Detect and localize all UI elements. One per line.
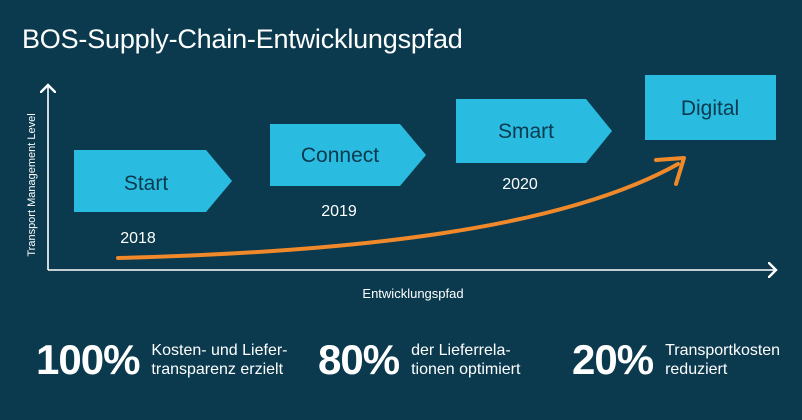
stage-start-shape <box>74 150 232 212</box>
stage-smart: Smart 2020 <box>456 99 612 193</box>
stage-digital-label: Digital <box>681 97 739 120</box>
stage-smart-shape <box>456 99 612 163</box>
stat-costs-line1: Transportkosten <box>665 342 781 359</box>
stage-smart-year: 2020 <box>502 176 538 193</box>
stat-transparency-value: 100% <box>36 336 140 383</box>
stage-start: Start 2018 <box>74 150 232 247</box>
stage-start-year: 2018 <box>120 230 156 247</box>
stat-transparency: 100% Kosten- und Liefer- transparenz erz… <box>36 336 288 384</box>
stat-costs-text: Transportkosten reduziert <box>665 341 780 379</box>
development-path-diagram: Transport Management Level Entwicklungsp… <box>26 75 802 301</box>
stat-delivery-value: 80% <box>318 336 400 383</box>
stats-row: 100% Kosten- und Liefer- transparenz erz… <box>0 336 802 396</box>
stage-start-label: Start <box>124 172 169 195</box>
stat-delivery-text: der Lieferrela- tionen optimiert <box>411 341 520 379</box>
stage-digital-shape <box>645 75 776 140</box>
growth-arrow-head <box>654 156 686 186</box>
stage-connect-shape <box>270 124 426 186</box>
stat-transparency-text: Kosten- und Liefer- transparenz erzielt <box>151 341 287 379</box>
stat-delivery-line2: tionen optimiert <box>411 361 521 378</box>
stage-digital: Digital <box>645 75 776 140</box>
y-axis-label: Transport Management Level <box>26 113 38 256</box>
stat-delivery-line1: der Lieferrela- <box>411 342 511 359</box>
stage-smart-label: Smart <box>498 120 554 143</box>
stage-connect: Connect 2019 <box>270 124 426 220</box>
stat-costs-value: 20% <box>572 336 654 383</box>
stat-costs-line2: reduziert <box>665 361 728 378</box>
page-title: BOS-Supply-Chain-Entwicklungspfad <box>22 24 463 54</box>
stat-delivery: 80% der Lieferrela- tionen optimiert <box>318 336 520 384</box>
x-axis-label: Entwicklungspfad <box>362 286 463 301</box>
stat-transparency-line2: transparenz erzielt <box>151 361 284 378</box>
growth-arrow <box>116 162 680 260</box>
stat-transparency-line1: Kosten- und Liefer- <box>151 342 288 359</box>
stage-connect-year: 2019 <box>321 203 357 220</box>
stat-costs: 20% Transportkosten reduziert <box>572 336 780 384</box>
stage-connect-label: Connect <box>301 144 379 167</box>
